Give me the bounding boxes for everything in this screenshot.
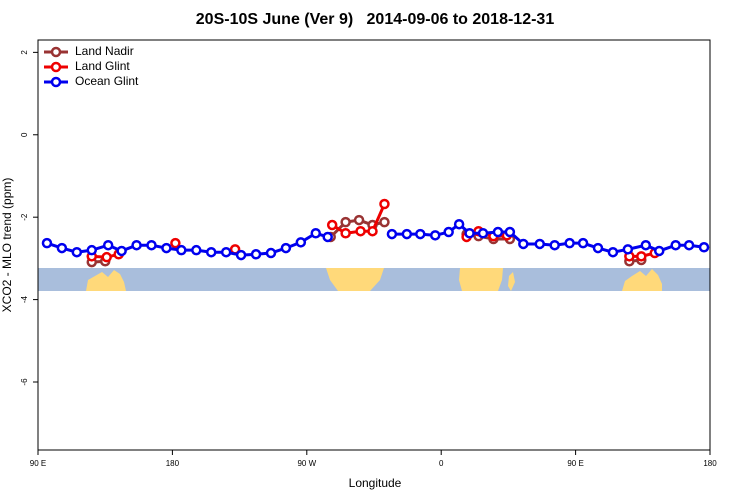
data-point	[477, 228, 489, 239]
x-tick-label: 90 W	[297, 459, 316, 468]
data-point	[564, 237, 575, 249]
data-point	[386, 228, 398, 240]
legend-marker	[50, 76, 62, 88]
land-map-band	[38, 268, 710, 291]
data-point	[622, 244, 634, 255]
data-point	[443, 226, 454, 238]
data-point	[322, 231, 333, 243]
x-tick-label: 90 E	[30, 459, 46, 468]
x-tick-label: 180	[166, 459, 180, 468]
data-point	[116, 245, 127, 257]
legend-label: Land Nadir	[75, 44, 134, 58]
data-point	[464, 228, 475, 239]
data-point	[310, 228, 322, 239]
data-point	[683, 239, 695, 251]
data-point	[549, 239, 560, 251]
x-tick-label: 180	[703, 459, 717, 468]
data-point	[220, 246, 232, 258]
data-point	[71, 246, 83, 258]
data-point	[280, 242, 292, 254]
data-point	[176, 244, 187, 256]
land-south-america	[326, 268, 384, 291]
data-point	[56, 242, 68, 254]
land-africa	[459, 268, 503, 291]
land-australia	[622, 269, 662, 291]
data-point	[250, 249, 262, 260]
data-point	[504, 226, 516, 238]
data-point	[191, 244, 202, 256]
data-point	[131, 239, 142, 251]
data-point	[295, 237, 307, 248]
legend-marker	[50, 61, 62, 73]
data-point	[101, 251, 112, 263]
data-point	[353, 214, 365, 226]
data-point	[235, 249, 247, 261]
data-point	[340, 216, 351, 228]
y-tick-label: -6	[20, 378, 29, 386]
data-point	[670, 239, 681, 251]
data-point	[415, 228, 426, 240]
y-tick-label: -2	[20, 213, 29, 221]
data-point	[355, 225, 366, 237]
data-point	[401, 228, 413, 240]
data-point	[607, 246, 619, 258]
data-point	[429, 230, 441, 241]
data-point	[492, 226, 504, 238]
y-axis-label: XCO2 - MLO trend (ppm)	[0, 178, 14, 313]
data-point	[640, 239, 652, 251]
data-point	[326, 219, 338, 231]
x-axis-label: Longitude	[349, 476, 402, 490]
data-point	[205, 246, 217, 258]
data-point	[453, 218, 465, 230]
data-point	[636, 251, 647, 262]
chart-title: 20S-10S June (Ver 9) 2014-09-06 to 2018-…	[196, 11, 555, 28]
plot-frame	[37, 39, 711, 451]
y-tick-label: -4	[20, 295, 29, 303]
x-tick-label: 0	[439, 459, 444, 468]
y-tick-label: 2	[20, 50, 29, 55]
x-tick-label: 90 E	[567, 459, 583, 468]
data-point	[577, 237, 589, 249]
data-point	[367, 225, 378, 237]
data-point	[340, 228, 351, 239]
data-point	[698, 242, 710, 253]
legend-marker	[50, 46, 62, 58]
data-point	[146, 239, 157, 251]
data-point	[653, 245, 665, 257]
data-point	[102, 239, 114, 251]
land-australia	[86, 270, 126, 291]
data-point	[41, 237, 53, 249]
data-point	[592, 242, 604, 254]
data-point	[170, 237, 181, 249]
y-tick-label: 0	[20, 132, 29, 137]
land-madagascar	[508, 272, 515, 291]
data-point	[379, 216, 390, 228]
data-point	[379, 198, 390, 210]
legend-label: Land Glint	[75, 59, 130, 73]
data-point	[534, 238, 546, 250]
legend-label: Ocean Glint	[75, 74, 139, 88]
data-point	[265, 247, 277, 259]
data-point	[86, 244, 98, 256]
data-point	[161, 242, 172, 254]
data-point	[518, 238, 529, 250]
